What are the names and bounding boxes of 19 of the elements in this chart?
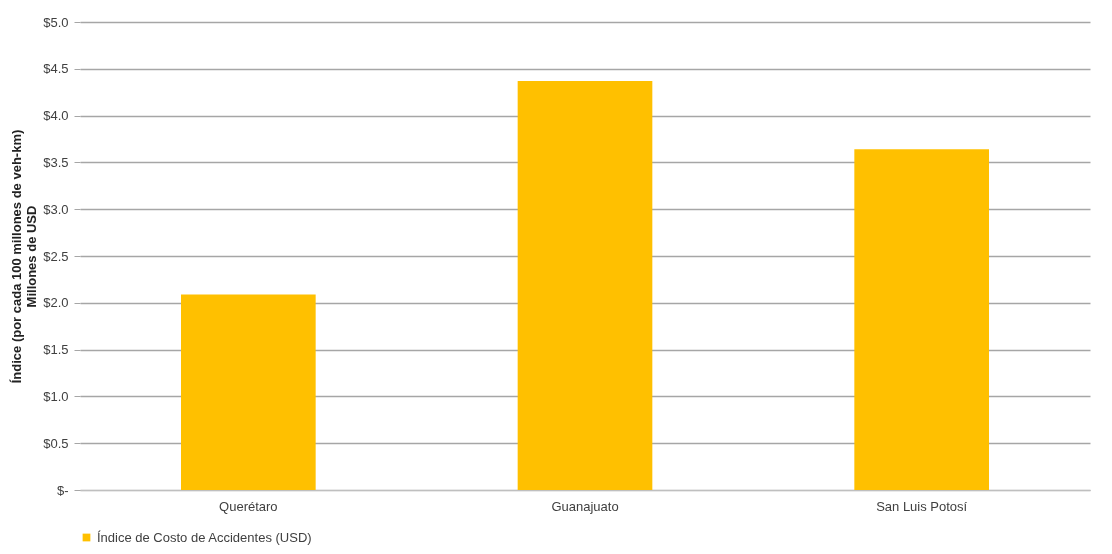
x-tick-label: San Luis Potosí [876,498,968,514]
bar [181,294,316,490]
y-tick-label: $2.5 [43,248,69,264]
y-tick-label: $2.0 [43,295,69,311]
bar [517,80,653,490]
x-tick-label: Querétaro [219,498,278,514]
y-tick-label: $5.0 [43,14,69,30]
y-tick-label: $4.0 [43,108,69,124]
y-tick-label: $1.5 [43,342,69,358]
y-tick-label: $3.0 [43,201,69,217]
y-tick-label: $3.5 [43,154,69,170]
bar [854,149,989,490]
y-tick-label: $4.5 [43,61,69,77]
y-tick-label: $- [56,482,69,498]
y-axis-title: Índice (por cada 100 millones de veh-km) Millones de USD [9,129,40,384]
y-tick-label: $0.5 [43,435,69,451]
x-tick-label: Guanajuato [551,498,619,514]
legend-label: Índice de Costo de Accidentes (USD) [97,529,312,545]
y-tick-label: $1.0 [43,388,69,404]
